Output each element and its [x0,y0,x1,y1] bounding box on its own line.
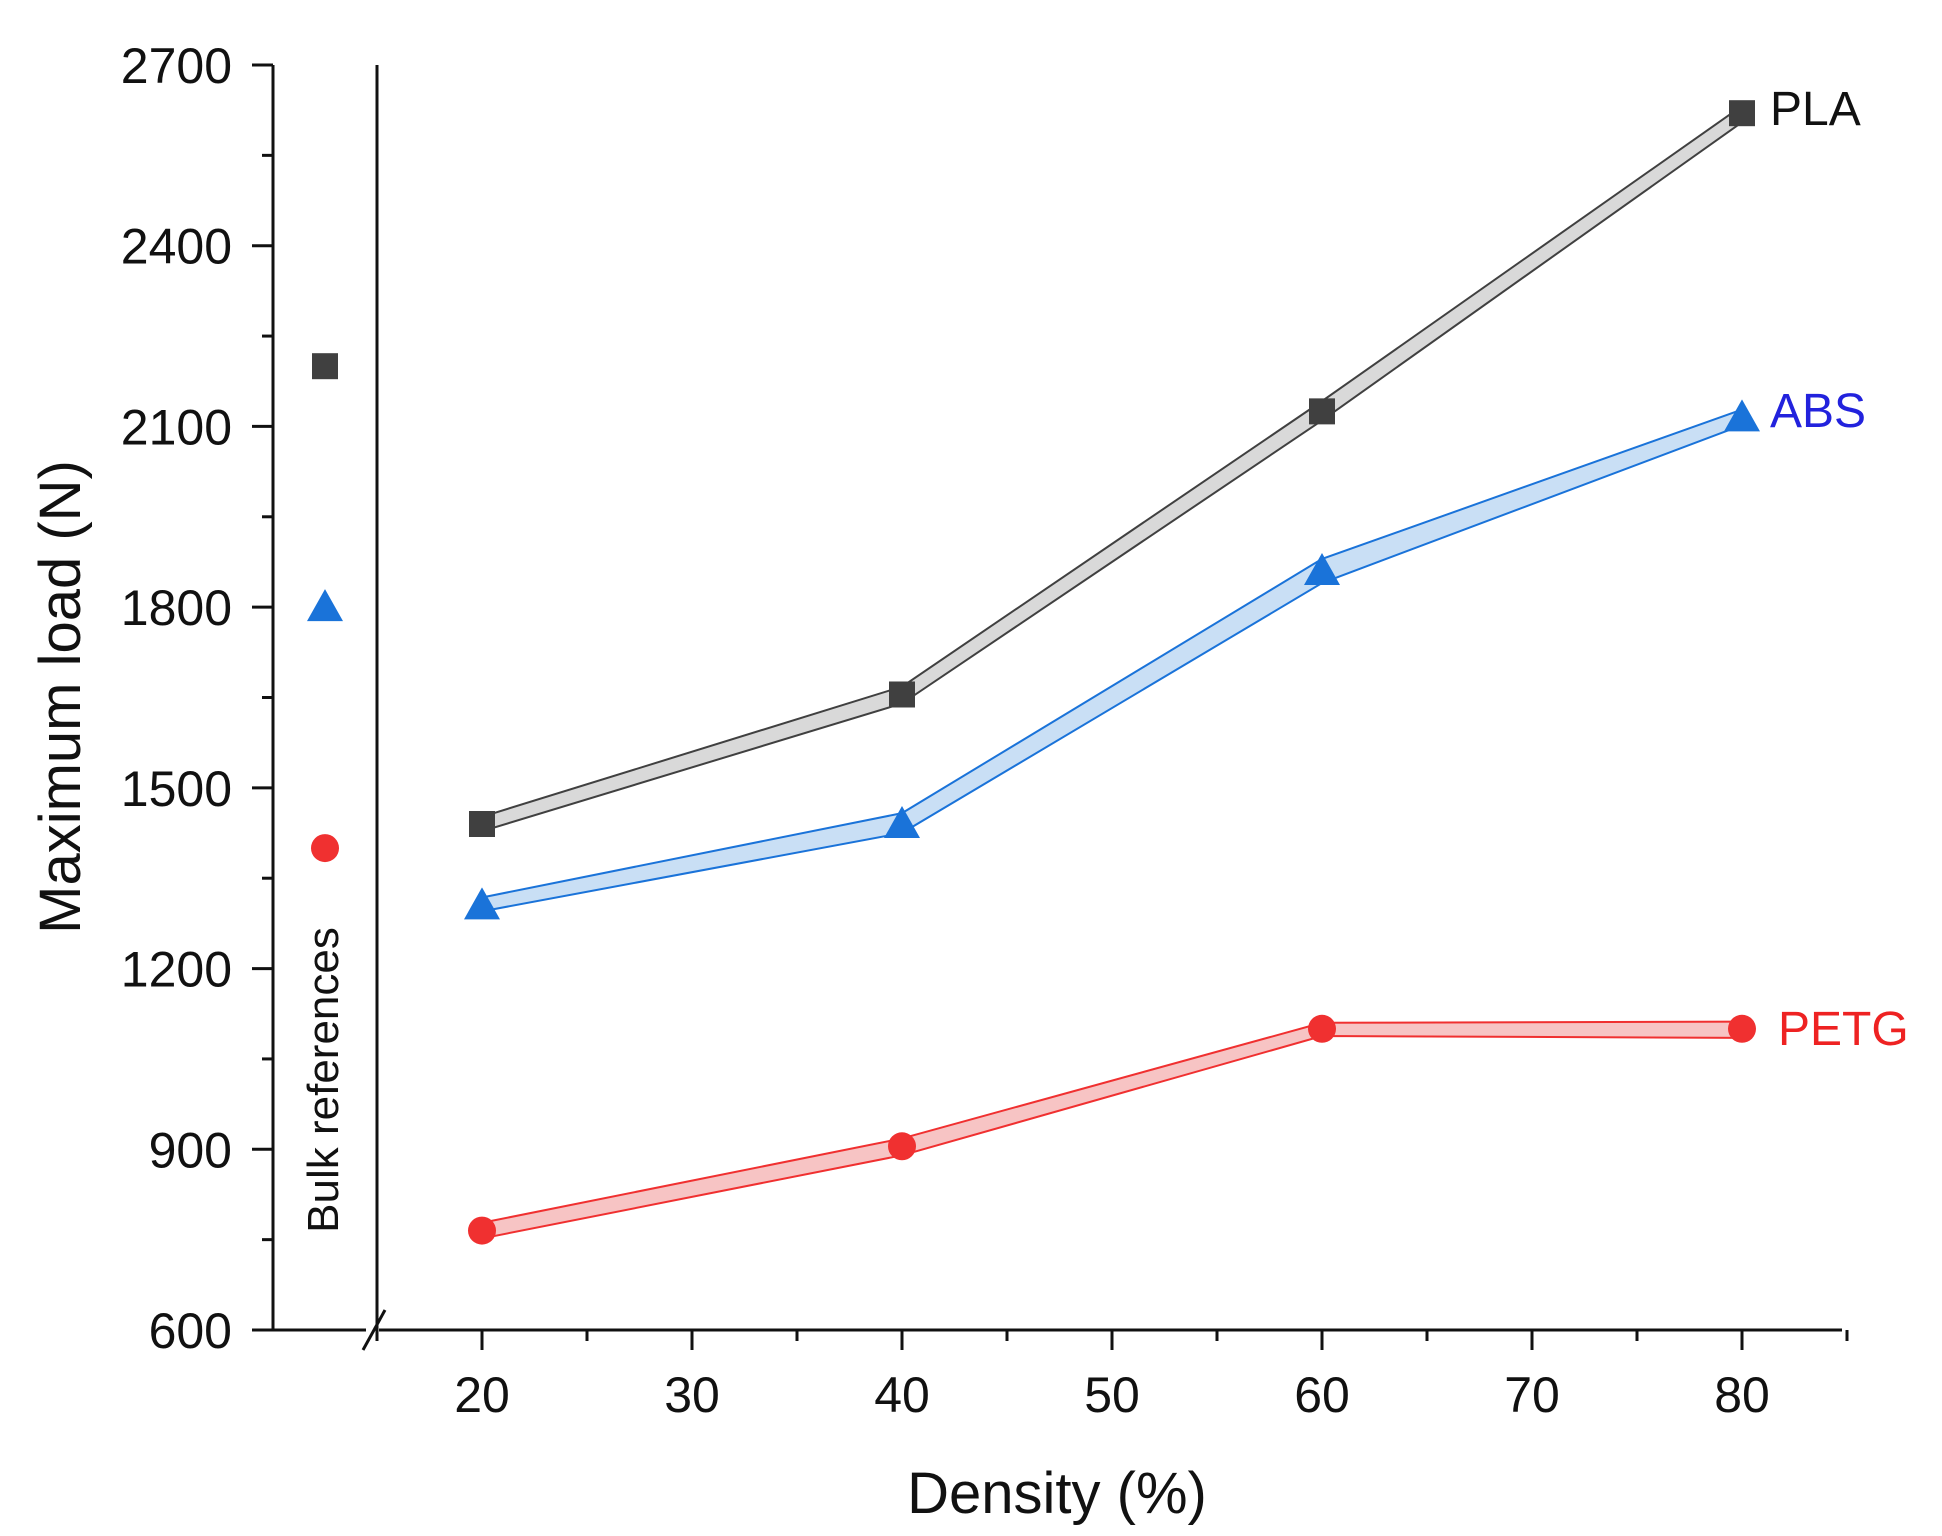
bulk-references-label: Bulk references [299,927,348,1233]
y-tick-label: 2400 [121,219,232,275]
y-tick-label: 600 [149,1303,232,1359]
line-layer [481,105,1743,1240]
x-tick-label: 50 [1084,1367,1140,1423]
band-upper-abs [481,408,1743,899]
marker-layer [307,100,1760,1245]
band-lower-petg [481,1035,1743,1240]
point-abs [1724,399,1760,432]
band-abs [482,409,1742,912]
x-tick-label: 20 [454,1367,510,1423]
point-petg [1308,1014,1336,1043]
y-tick-label: 1800 [121,580,232,636]
y-tick-label: 2100 [121,399,232,455]
band-upper-pla [481,105,1743,818]
y-tick-label: 1200 [121,942,232,998]
bulk-point-abs [307,589,343,622]
x-tick-label: 80 [1714,1367,1770,1423]
band-upper-petg [481,1020,1743,1224]
x-axis-title: Density (%) [907,1461,1207,1526]
point-pla [889,681,915,708]
axes-layer: 600 900 1200 1500 1800 2100 2400 2700 20 30 40 50 6… [121,38,1849,1423]
point-pla [469,811,495,837]
series-label-pla: PLA [1770,83,1861,136]
point-pla [1729,100,1755,127]
x-ticks: 20 30 40 50 60 70 80 [375,1330,1849,1423]
band-layer [482,105,1742,1239]
band-lower-abs [481,424,1743,913]
x-tick-label: 60 [1294,1367,1350,1423]
x-tick-label: 40 [874,1367,930,1423]
series-label-abs: ABS [1770,385,1866,438]
y-axis-title: Maximum load (N) [28,460,93,934]
y-tick-label: 1500 [121,761,232,817]
point-petg [468,1216,496,1245]
axis-break-mark [361,1309,387,1351]
bulk-point-petg [311,834,339,863]
y-ticks: 600 900 1200 1500 1800 2100 2400 2700 [121,38,273,1359]
band-pla [482,105,1742,832]
point-abs [464,887,500,920]
point-pla [1309,398,1335,425]
series-label-petg: PETG [1778,1003,1909,1056]
point-petg [888,1132,916,1161]
x-tick-label: 30 [664,1367,720,1423]
y-tick-label: 900 [149,1122,232,1178]
band-petg [482,1021,1742,1239]
band-lower-pla [481,121,1743,833]
point-abs [884,806,920,838]
bulk-point-pla [312,353,338,380]
x-tick-label: 70 [1504,1367,1560,1423]
y-tick-label: 2700 [121,38,232,94]
point-petg [1728,1014,1756,1043]
point-abs [1304,553,1340,585]
